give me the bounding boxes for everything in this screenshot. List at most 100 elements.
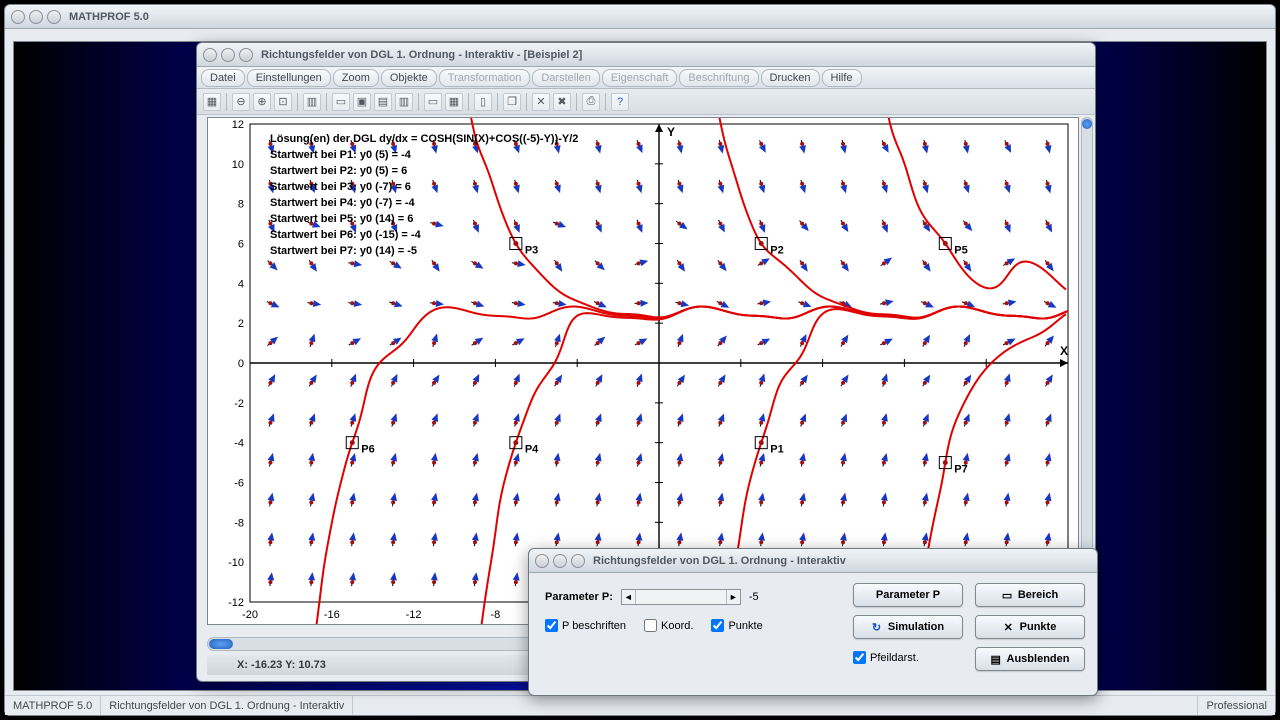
svg-text:P2: P2 — [770, 245, 783, 257]
window-control-3[interactable] — [47, 10, 61, 24]
bereich-button[interactable]: ▭Bereich — [975, 583, 1085, 607]
param-window-control-3[interactable] — [571, 554, 585, 568]
tool-copy-icon[interactable]: ❐ — [503, 93, 521, 111]
svg-text:-10: -10 — [228, 557, 244, 569]
tool-print-icon[interactable]: ⎙ — [582, 93, 600, 111]
svg-text:P3: P3 — [525, 245, 538, 257]
menu-transformation: Transformation — [439, 69, 531, 87]
svg-text:Startwert bei P4: y0 (-7) = -4: Startwert bei P4: y0 (-7) = -4 — [270, 197, 415, 209]
svg-text:Startwert bei P3: y0 (-7) = 6: Startwert bei P3: y0 (-7) = 6 — [270, 181, 411, 193]
main-statusbar: MATHPROF 5.0 Richtungsfelder von DGL 1. … — [5, 695, 1275, 715]
tool-a-icon[interactable]: ▥ — [303, 93, 321, 111]
plot-menubar: DateiEinstellungenZoomObjekteTransformat… — [197, 67, 1095, 89]
checkbox-pfeildarst[interactable]: Pfeildarst. — [853, 651, 963, 664]
status-cell-edition: Professional — [1197, 696, 1275, 715]
menu-beschriftung: Beschriftung — [679, 69, 758, 87]
svg-text:-8: -8 — [491, 609, 501, 621]
svg-text:12: 12 — [232, 119, 244, 131]
svg-text:Startwert bei P5: y0 (14) = 6: Startwert bei P5: y0 (14) = 6 — [270, 213, 413, 225]
menu-hilfe[interactable]: Hilfe — [822, 69, 862, 87]
tool-help-icon[interactable]: ? — [611, 93, 629, 111]
svg-text:6: 6 — [238, 239, 244, 251]
tool-zoom-out-icon[interactable]: ⊖ — [232, 93, 250, 111]
punkte-button[interactable]: ✕Punkte — [975, 615, 1085, 639]
ausblenden-button[interactable]: ▤Ausblenden — [975, 647, 1085, 671]
param-p-scrollbar[interactable]: ◄ ► — [621, 589, 741, 605]
svg-text:0: 0 — [238, 358, 244, 370]
rectangle-icon: ▭ — [1002, 589, 1014, 601]
param-window-control-1[interactable] — [535, 554, 549, 568]
menu-zoom[interactable]: Zoom — [333, 69, 379, 87]
menu-datei[interactable]: Datei — [201, 69, 245, 87]
svg-text:P6: P6 — [361, 444, 374, 456]
plot-titlebar[interactable]: Richtungsfelder von DGL 1. Ordnung - Int… — [197, 43, 1095, 67]
svg-text:Startwert bei P1: y0 (5) = -4: Startwert bei P1: y0 (5) = -4 — [270, 149, 412, 161]
tool-d1-icon[interactable]: ▯ — [474, 93, 492, 111]
svg-text:-16: -16 — [324, 609, 340, 621]
simulation-button[interactable]: ↻Simulation — [853, 615, 963, 639]
svg-text:Startwert bei P7: y0 (14) = -5: Startwert bei P7: y0 (14) = -5 — [270, 245, 417, 257]
desktop-background: MATHPROF 5.0 MATHPROF 5.0 Richtungsfelde… — [0, 0, 1280, 720]
hide-icon: ▤ — [991, 653, 1003, 665]
svg-text:P7: P7 — [954, 464, 967, 476]
tool-b1-icon[interactable]: ▭ — [332, 93, 350, 111]
svg-text:Startwert bei P2: y0 (5) = 6: Startwert bei P2: y0 (5) = 6 — [270, 165, 407, 177]
tool-c1-icon[interactable]: ▭ — [424, 93, 442, 111]
param-p-value: -5 — [749, 591, 759, 603]
checkbox-koord[interactable]: Koord. — [644, 619, 693, 632]
plot-window-title: Richtungsfelder von DGL 1. Ordnung - Int… — [261, 49, 582, 61]
svg-text:P1: P1 — [770, 444, 783, 456]
tool-zoom-fit-icon[interactable]: ⊡ — [274, 93, 292, 111]
checkbox-punkte[interactable]: Punkte — [711, 619, 762, 632]
tool-x2-icon[interactable]: ✖ — [553, 93, 571, 111]
tool-x1-icon[interactable]: ✕ — [532, 93, 550, 111]
param-titlebar[interactable]: Richtungsfelder von DGL 1. Ordnung - Int… — [529, 549, 1097, 573]
svg-text:4: 4 — [238, 278, 244, 290]
svg-text:Startwert bei P6: y0 (-15) = -: Startwert bei P6: y0 (-15) = -4 — [270, 229, 422, 241]
parameter-window: Richtungsfelder von DGL 1. Ordnung - Int… — [528, 548, 1098, 696]
svg-text:P4: P4 — [525, 444, 539, 456]
param-window-control-2[interactable] — [553, 554, 567, 568]
plot-window-control-3[interactable] — [239, 48, 253, 62]
menu-eigenschaft: Eigenschaft — [602, 69, 677, 87]
svg-text:Y: Y — [667, 125, 675, 139]
svg-text:-2: -2 — [234, 398, 244, 410]
parameter-p-button[interactable]: Parameter P — [853, 583, 963, 607]
svg-text:8: 8 — [238, 199, 244, 211]
main-window-title: MATHPROF 5.0 — [69, 11, 149, 23]
param-p-inc-arrow-icon[interactable]: ► — [726, 590, 740, 604]
svg-text:-20: -20 — [242, 609, 258, 621]
window-control-2[interactable] — [29, 10, 43, 24]
tool-c2-icon[interactable]: ▦ — [445, 93, 463, 111]
menu-drucken[interactable]: Drucken — [761, 69, 820, 87]
svg-text:-8: -8 — [234, 517, 244, 529]
menu-objekte[interactable]: Objekte — [381, 69, 437, 87]
svg-text:10: 10 — [232, 159, 244, 171]
svg-text:-6: -6 — [234, 478, 244, 490]
tool-zoom-in-icon[interactable]: ⊕ — [253, 93, 271, 111]
crosshair-icon: ✕ — [1004, 621, 1016, 633]
svg-text:-12: -12 — [406, 609, 422, 621]
svg-text:-12: -12 — [228, 597, 244, 609]
plot-toolbar: ▦ ⊖ ⊕ ⊡ ▥ ▭ ▣ ▤ ▥ ▭ ▦ ▯ ❐ ✕ ✖ ⎙ ? — [197, 89, 1095, 115]
svg-text:X: X — [1060, 344, 1068, 358]
status-cell-module: Richtungsfelder von DGL 1. Ordnung - Int… — [101, 696, 353, 715]
plot-window-control-1[interactable] — [203, 48, 217, 62]
tool-b4-icon[interactable]: ▥ — [395, 93, 413, 111]
main-titlebar[interactable]: MATHPROF 5.0 — [5, 5, 1275, 29]
checkbox-p-beschriften[interactable]: P beschriften — [545, 619, 626, 632]
param-p-label: Parameter P: — [545, 591, 613, 603]
refresh-icon: ↻ — [872, 621, 884, 633]
menu-einstellungen[interactable]: Einstellungen — [247, 69, 331, 87]
svg-text:-4: -4 — [234, 438, 244, 450]
svg-text:Lösung(en) der DGL dy/dx = COS: Lösung(en) der DGL dy/dx = COSH(SIN(X)+C… — [270, 133, 578, 145]
window-control-1[interactable] — [11, 10, 25, 24]
param-p-dec-arrow-icon[interactable]: ◄ — [622, 590, 636, 604]
menu-darstellen: Darstellen — [532, 69, 600, 87]
plot-window-control-2[interactable] — [221, 48, 235, 62]
param-window-title: Richtungsfelder von DGL 1. Ordnung - Int… — [593, 555, 846, 567]
tool-grid-icon[interactable]: ▦ — [203, 93, 221, 111]
svg-text:P5: P5 — [954, 245, 967, 257]
tool-b2-icon[interactable]: ▣ — [353, 93, 371, 111]
tool-b3-icon[interactable]: ▤ — [374, 93, 392, 111]
